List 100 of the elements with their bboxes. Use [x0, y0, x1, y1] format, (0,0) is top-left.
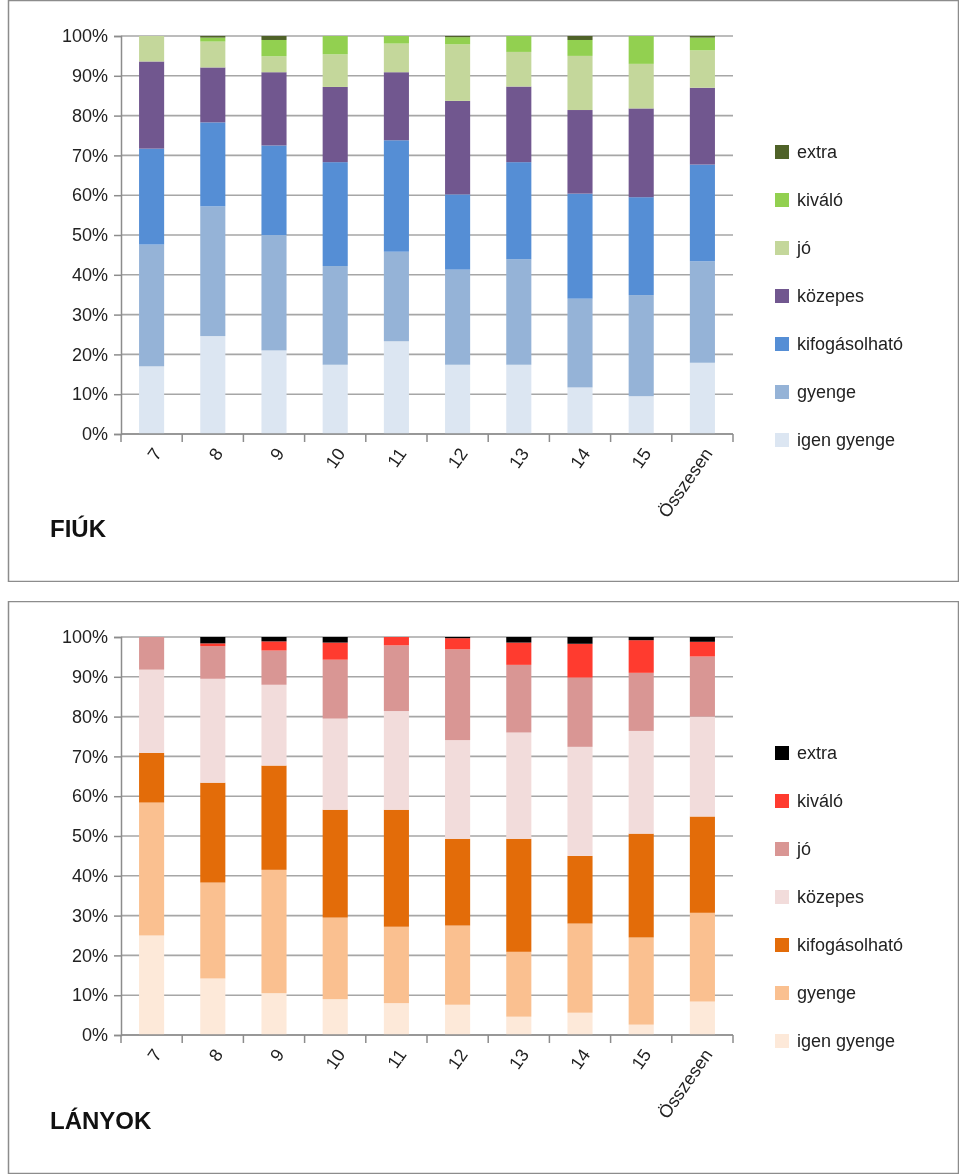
bar: [689, 87, 715, 165]
bar: [689, 641, 715, 657]
bar: [567, 1012, 593, 1035]
bar: [322, 809, 348, 918]
bar: [689, 50, 715, 88]
legend-label: extra: [797, 743, 839, 763]
bar: [689, 912, 715, 1002]
bar: [261, 39, 287, 57]
x-tick-label: 15: [627, 444, 656, 473]
y-tick-label: 40%: [71, 866, 108, 887]
y-tick-label: 100%: [61, 627, 108, 648]
bar: [200, 978, 226, 1035]
bar: [567, 855, 593, 924]
bar: [506, 364, 532, 434]
bar: [200, 41, 226, 68]
y-tick-label: 30%: [71, 304, 108, 325]
bar: [628, 63, 654, 109]
bar: [689, 637, 715, 642]
bar: [383, 711, 409, 810]
bar: [567, 39, 593, 56]
bar: [383, 926, 409, 1004]
x-tick-label: 9: [266, 444, 289, 464]
bar: [628, 730, 654, 834]
bar: [506, 36, 532, 52]
x-tick-label: 13: [505, 444, 533, 473]
bar: [322, 54, 348, 87]
bar: [200, 206, 226, 337]
bar: [139, 802, 165, 936]
bar: [445, 37, 471, 45]
bar: [445, 740, 471, 839]
bar: [567, 110, 593, 194]
bar: [628, 637, 654, 641]
bar: [506, 259, 532, 365]
y-tick-label: 90%: [71, 667, 108, 688]
bar: [200, 643, 226, 647]
bar: [383, 341, 409, 434]
bar: [506, 1016, 532, 1035]
legend-label: igen gyenge: [797, 430, 896, 450]
y-tick-label: 90%: [71, 66, 108, 87]
x-tick-label: 10: [321, 1045, 350, 1074]
legend-label: kiváló: [797, 190, 844, 210]
bar: [383, 637, 409, 646]
bar: [139, 935, 165, 1035]
bar: [567, 677, 593, 747]
y-tick-label: 80%: [71, 706, 108, 727]
x-tick-label: 12: [443, 444, 472, 473]
bar: [628, 672, 654, 731]
x-tick-label: 12: [443, 1045, 472, 1074]
bar: [322, 162, 348, 267]
y-tick-label: 0%: [81, 1025, 108, 1046]
bar: [567, 637, 593, 644]
x-tick-label: 15: [627, 1045, 656, 1074]
x-tick-label: 13: [505, 1045, 533, 1074]
legend-label: jó: [796, 839, 812, 859]
bar: [261, 637, 287, 642]
y-tick-label: 0%: [81, 424, 108, 445]
bar: [200, 67, 226, 123]
bar: [445, 194, 471, 270]
bar: [322, 659, 348, 719]
x-tick-label: 7: [143, 1045, 166, 1065]
y-tick-label: 100%: [61, 26, 108, 47]
legend-label: gyenge: [797, 382, 857, 402]
bar: [689, 1001, 715, 1035]
bar: [567, 298, 593, 388]
bar: [445, 269, 471, 365]
bar: [261, 993, 287, 1035]
bar: [567, 387, 593, 434]
bar: [506, 838, 532, 952]
legend-label: extra: [797, 142, 839, 162]
x-tick-label: 7: [143, 444, 166, 464]
bar: [506, 732, 532, 839]
bar: [200, 782, 226, 883]
bar: [200, 646, 226, 679]
bar: [200, 678, 226, 783]
bar: [200, 882, 226, 979]
text: LÁNYOK: [50, 1107, 152, 1134]
y-tick-label: 80%: [71, 105, 108, 126]
legend-label: kifogásolható: [797, 935, 904, 955]
y-tick-label: 60%: [71, 185, 108, 206]
bar: [139, 366, 165, 434]
y-tick-label: 30%: [71, 905, 108, 926]
bar: [261, 36, 287, 40]
bar: [261, 650, 287, 685]
bar: [689, 716, 715, 817]
bar: [628, 197, 654, 296]
y-tick-label: 70%: [71, 746, 108, 767]
bar: [383, 645, 409, 712]
x-tick-label: 9: [266, 1045, 289, 1065]
bar: [261, 72, 287, 146]
bar: [139, 669, 165, 753]
bar: [322, 86, 348, 163]
bar: [322, 999, 348, 1035]
bar: [628, 108, 654, 198]
bar: [383, 43, 409, 73]
bar: [506, 86, 532, 163]
bar: [383, 251, 409, 342]
text: FIÚK: [50, 515, 107, 542]
bar: [445, 364, 471, 434]
bar: [383, 36, 409, 44]
x-tick-label: 14: [566, 444, 595, 473]
